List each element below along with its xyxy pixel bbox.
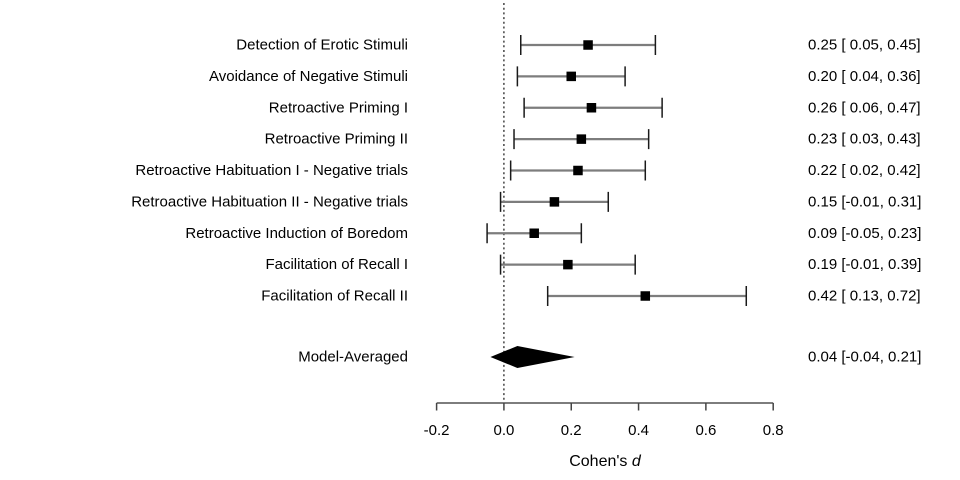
x-axis-tick-label: 0.0: [493, 422, 514, 439]
study-label: Retroactive Priming II: [265, 131, 408, 148]
effect-marker: [563, 259, 573, 270]
model-estimate-ci-label: 0.04 [-0.04, 0.21]: [808, 349, 921, 366]
model-diamond: [490, 346, 575, 368]
estimate-ci-label: 0.20 [ 0.04, 0.36]: [808, 68, 921, 85]
x-axis-tick-label: 0.2: [561, 422, 582, 439]
estimate-ci-label: 0.42 [ 0.13, 0.72]: [808, 288, 921, 305]
study-label: Avoidance of Negative Stimuli: [209, 68, 408, 85]
study-label: Detection of Erotic Stimuli: [236, 37, 408, 54]
x-axis-title-text-part: Cohen's: [569, 453, 632, 470]
study-label: Retroactive Priming I: [269, 99, 408, 116]
model-averaged-label: Model-Averaged: [298, 349, 408, 366]
study-label: Facilitation of Recall II: [261, 288, 408, 305]
estimate-ci-label: 0.19 [-0.01, 0.39]: [808, 256, 921, 273]
effect-marker: [529, 228, 539, 238]
x-axis-tick-label: -0.2: [424, 422, 450, 439]
x-axis: -0.2 0.0 0.2 0.4 0.6 0.8 Cohen's d: [424, 402, 784, 470]
estimate-ci-label: 0.25 [ 0.05, 0.45]: [808, 37, 921, 54]
effect-marker: [566, 71, 576, 82]
study-row: Retroactive Priming II 0.23 [ 0.03, 0.43]: [265, 129, 921, 150]
study-row: Facilitation of Recall II 0.42 [ 0.13, 0.…: [261, 286, 921, 306]
study-label: Facilitation of Recall I: [265, 256, 408, 273]
study-row: Retroactive Habituation II - Negative tr…: [131, 191, 921, 212]
effect-marker: [573, 165, 583, 176]
study-row: Retroactive Induction of Boredom 0.09 [-0…: [185, 223, 921, 244]
study-row: Detection of Erotic Stimuli 0.25 [ 0.05, …: [236, 35, 921, 55]
effect-marker: [640, 291, 651, 301]
effect-marker: [586, 103, 597, 113]
estimate-ci-label: 0.15 [-0.01, 0.31]: [808, 193, 921, 210]
study-row: Retroactive Habituation I - Negative tri…: [135, 160, 921, 181]
estimate-ci-label: 0.23 [ 0.03, 0.43]: [808, 131, 921, 148]
study-label: Retroactive Induction of Boredom: [185, 225, 408, 242]
effect-marker: [549, 197, 560, 207]
effect-marker: [576, 134, 587, 144]
estimate-ci-label: 0.09 [-0.05, 0.23]: [808, 225, 921, 242]
study-label: Retroactive Habituation II - Negative tr…: [131, 193, 408, 210]
x-axis-title: Cohen's d: [569, 453, 642, 470]
x-axis-title-italic-part: d: [632, 453, 642, 470]
study-row: Facilitation of Recall I 0.19 [-0.01, 0.3…: [265, 254, 921, 275]
study-label: Retroactive Habituation I - Negative tri…: [135, 162, 408, 179]
study-row: Retroactive Priming I 0.26 [ 0.06, 0.47]: [269, 97, 921, 118]
x-axis-tick-label: 0.6: [695, 422, 716, 439]
x-axis-tick-label: 0.4: [628, 422, 649, 439]
study-row: Avoidance of Negative Stimuli 0.20 [ 0.04…: [209, 66, 921, 87]
model-averaged-row: Model-Averaged 0.04 [-0.04, 0.21]: [298, 346, 921, 368]
x-axis-tick-label: 0.8: [763, 422, 784, 439]
estimate-ci-label: 0.22 [ 0.02, 0.42]: [808, 162, 921, 179]
estimate-ci-label: 0.26 [ 0.06, 0.47]: [808, 99, 921, 116]
effect-marker: [583, 40, 593, 50]
